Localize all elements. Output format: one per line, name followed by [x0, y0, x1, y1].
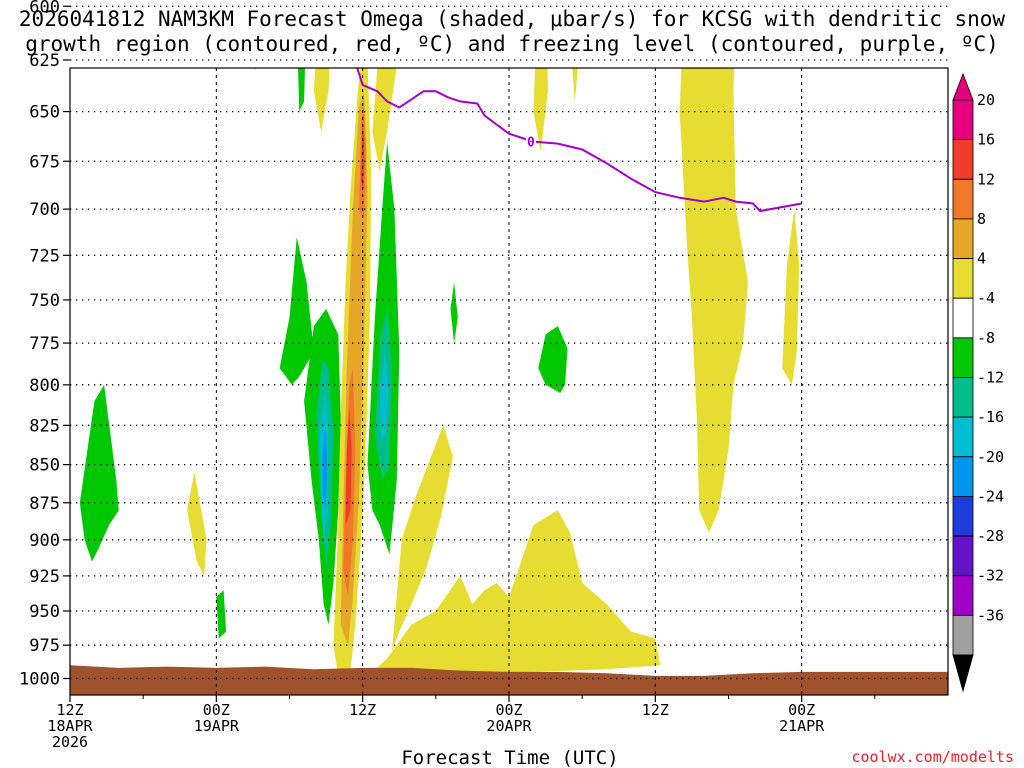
y-tick-label: 750 — [29, 291, 60, 311]
y-tick-label: 925 — [29, 567, 60, 587]
omega-shading — [79, 0, 800, 676]
credit-text: coolwx.com/modelts — [851, 748, 1014, 766]
omega-negative-right-12 — [379, 351, 389, 442]
colorbar-label: -32 — [977, 567, 1004, 585]
omega-positive-mid-21z — [572, 68, 578, 102]
omega-positive-lowlevel — [372, 510, 661, 676]
omega-negative-patch-20apr — [538, 326, 568, 393]
colorbar-label: -36 — [977, 606, 1004, 624]
colorbar-top-arrow — [952, 72, 974, 101]
colorbar-bin — [952, 377, 974, 418]
omega-negative-early — [79, 384, 119, 562]
colorbar-bin — [952, 456, 974, 497]
chart-title-line-2: growth region (contoured, red, ºC) and f… — [25, 32, 999, 56]
y-tick-label: 800 — [29, 376, 60, 396]
colorbar-label: -8 — [977, 329, 995, 347]
omega-positive-main-16 — [345, 409, 352, 526]
omega-positive-upper-8z — [254, 68, 256, 71]
colorbar-label: 8 — [977, 210, 986, 228]
x-tick-label: 18APR — [47, 717, 93, 735]
colorbar-bin — [952, 416, 974, 458]
omega-positive-far-right — [782, 209, 800, 385]
omega-negative-patch-15z — [450, 282, 458, 344]
x-tick-label: 00Z — [495, 701, 522, 719]
omega-positive-band-13z — [391, 425, 453, 652]
colorbar-bin — [952, 218, 974, 259]
x-tick-label: 00Z — [788, 701, 815, 719]
y-tick-label: 700 — [29, 200, 60, 220]
y-tick-label: 825 — [29, 416, 60, 436]
colorbar-label: -20 — [977, 448, 1004, 466]
omega-positive-mid-19z — [533, 68, 548, 152]
colorbar-bin — [952, 575, 974, 616]
colorbar-bin — [952, 297, 974, 339]
grid-lines — [69, 5, 948, 695]
colorbar-label: 12 — [977, 170, 995, 188]
y-tick-label: 875 — [29, 494, 60, 514]
colorbar-label: 20 — [977, 91, 995, 109]
omega-positive-upper-16 — [361, 121, 365, 191]
omega-positive-right-column — [679, 68, 748, 533]
omega-positive-upper-10z — [313, 68, 330, 132]
ground-fill — [70, 665, 948, 695]
y-tick-label: 850 — [29, 456, 60, 476]
y-tick-label: 1000 — [19, 670, 60, 690]
y-tick-label: 675 — [29, 152, 60, 172]
colorbar-bin — [952, 139, 974, 180]
y-tick-label: 725 — [29, 246, 60, 266]
y-axis: 5255505756006256506757007257507758008258… — [19, 0, 70, 690]
y-tick-label: 775 — [29, 334, 60, 354]
omega-negative-upper-9z — [297, 68, 305, 112]
y-tick-label: 650 — [29, 103, 60, 123]
contour-label-bg — [525, 133, 536, 149]
y-tick-label: 950 — [29, 602, 60, 622]
colorbar-bin — [952, 258, 974, 299]
x-tick-label: 20APR — [486, 717, 532, 735]
chart-title-line-1: 2026041812 NAM3KM Forecast Omega (shaded… — [19, 7, 1006, 31]
omega-negative-patch-9z — [279, 237, 314, 385]
freezing-level-line — [356, 68, 802, 213]
colorbar-label: -12 — [977, 369, 1004, 387]
omega-negative-left-16 — [322, 425, 328, 511]
x-tick-label: 19APR — [194, 717, 240, 735]
colorbar-bottom-arrow — [952, 654, 974, 693]
y-tick-label: 600 — [29, 0, 60, 17]
colorbar-bin — [952, 99, 974, 140]
colorbar-label: -4 — [977, 289, 995, 307]
colorbar-bin — [952, 615, 974, 656]
y-tick-label: 900 — [29, 531, 60, 551]
x-tick-label: 00Z — [203, 701, 230, 719]
y-tick-label: 975 — [29, 636, 60, 656]
colorbar-bin — [952, 495, 974, 537]
ground-terrain — [70, 665, 948, 695]
x-tick-label: 12Z — [349, 701, 376, 719]
y-tick-label: 625 — [29, 51, 60, 71]
x-tick-label: 12Z — [642, 701, 669, 719]
freezing-level-label: 0 — [527, 136, 535, 151]
x-tick-label: 21APR — [779, 717, 825, 735]
contours: 00 — [356, 68, 802, 213]
colorbar: 20 16 12 8 4 -4 -8 -12 -16 -20 -24 -28 -32 -36 — [952, 72, 1004, 693]
colorbar-label: 16 — [977, 131, 995, 149]
colorbar-bin — [952, 337, 974, 378]
x-tick-label: 2026 — [52, 733, 88, 751]
colorbar-label: 4 — [977, 250, 986, 268]
x-axis-title: Forecast Time (UTC) — [401, 747, 618, 768]
x-tick-label: 12Z — [56, 701, 83, 719]
omega-negative-patch-6z — [216, 590, 227, 639]
colorbar-label: -16 — [977, 408, 1004, 426]
colorbar-bin — [952, 178, 974, 220]
colorbar-label: -28 — [977, 527, 1004, 545]
colorbar-label: -24 — [977, 487, 1004, 505]
omega-positive-mid-7z — [187, 472, 207, 576]
omega-negative-upper-11z — [346, 0, 358, 6]
colorbar-bin — [952, 535, 974, 577]
